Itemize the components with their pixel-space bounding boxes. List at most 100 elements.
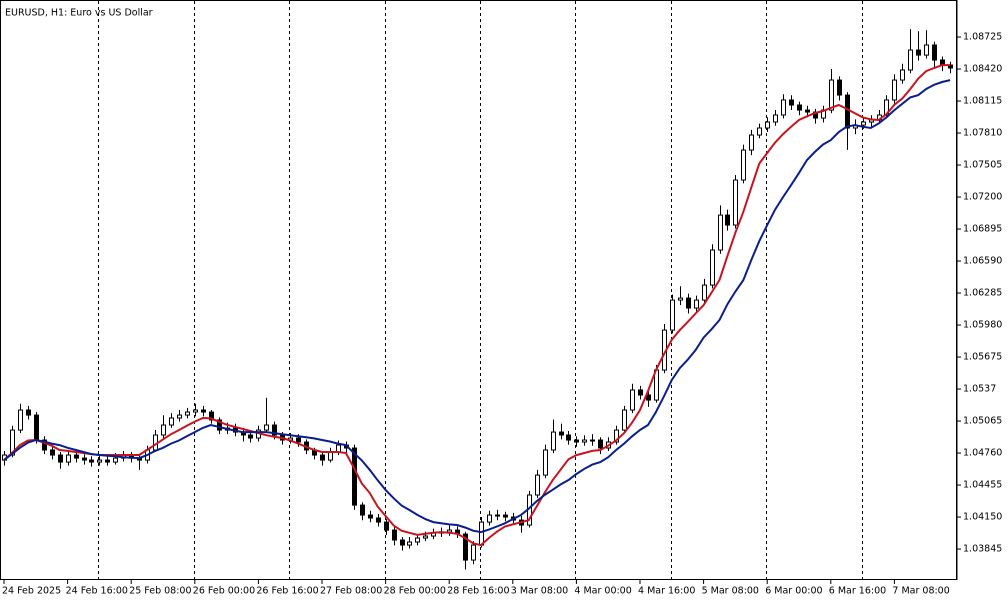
y-tick-label: 1.06285 bbox=[963, 288, 1002, 299]
candle-body bbox=[757, 127, 762, 136]
plot-frame bbox=[0, 0, 957, 580]
y-tick-label: 1.0537 bbox=[963, 384, 996, 395]
candle-body bbox=[42, 439, 47, 451]
candle-body bbox=[598, 439, 603, 449]
candle-body bbox=[741, 149, 746, 181]
candle-body bbox=[948, 64, 953, 69]
x-tick-label: 28 Feb 00:00 bbox=[384, 586, 446, 597]
candle-body bbox=[400, 539, 405, 546]
candle-body bbox=[463, 533, 468, 561]
y-tick-label: 1.03845 bbox=[963, 544, 1002, 555]
candle-body bbox=[89, 459, 94, 463]
y-tick-label: 1.04150 bbox=[963, 512, 1002, 523]
candle-body bbox=[773, 114, 778, 123]
candle-body bbox=[702, 284, 707, 301]
y-tick-label: 1.05980 bbox=[963, 320, 1002, 331]
x-tick-label: 28 Feb 16:00 bbox=[447, 586, 509, 597]
candle-body bbox=[113, 457, 118, 463]
candle-body bbox=[161, 424, 166, 436]
candle-body bbox=[272, 424, 277, 436]
candle-body bbox=[105, 459, 110, 463]
candle-body bbox=[320, 454, 325, 461]
y-tick-label: 1.04455 bbox=[963, 480, 1002, 491]
x-tick-label: 5 Mar 08:00 bbox=[702, 586, 759, 597]
x-tick-label: 24 Feb 2025 bbox=[2, 586, 61, 597]
candle-body bbox=[384, 521, 389, 531]
candle-body bbox=[26, 409, 31, 416]
candle-body bbox=[797, 104, 802, 111]
candle-body bbox=[248, 434, 253, 439]
y-tick-label: 1.07505 bbox=[963, 160, 1002, 171]
y-tick-label: 1.08420 bbox=[963, 64, 1002, 75]
x-tick-label: 26 Feb 16:00 bbox=[256, 586, 318, 597]
candle-body bbox=[177, 414, 182, 419]
candle-body bbox=[495, 514, 500, 517]
candle-body bbox=[392, 529, 397, 541]
candle-body bbox=[415, 537, 420, 543]
x-tick-label: 6 Mar 16:00 bbox=[829, 586, 886, 597]
y-tick-label: 1.04760 bbox=[963, 448, 1002, 459]
candle-body bbox=[908, 49, 913, 71]
candle-body bbox=[471, 544, 476, 561]
y-tick-label: 1.08115 bbox=[963, 96, 1002, 107]
chart-title: EURUSD, H1: Euro vs US Dollar bbox=[5, 8, 153, 19]
candle-body bbox=[264, 424, 269, 431]
candle-body bbox=[718, 214, 723, 251]
candle-body bbox=[201, 409, 206, 413]
y-tick-label: 1.08725 bbox=[963, 32, 1002, 43]
candle-body bbox=[638, 389, 643, 396]
candle-body bbox=[10, 429, 15, 456]
x-tick-label: 27 Feb 08:00 bbox=[320, 586, 382, 597]
candle-body bbox=[622, 409, 627, 431]
x-tick-label: 7 Mar 08:00 bbox=[892, 586, 949, 597]
candle-body bbox=[924, 44, 929, 56]
candle-body bbox=[845, 94, 850, 129]
x-tick-label: 24 Feb 16:00 bbox=[66, 586, 128, 597]
candle-body bbox=[686, 297, 691, 309]
candle-body bbox=[710, 249, 715, 286]
candle-body bbox=[336, 444, 341, 453]
candle-body bbox=[670, 299, 675, 331]
x-tick-label: 25 Feb 08:00 bbox=[129, 586, 191, 597]
candle-body bbox=[781, 99, 786, 116]
candle-body bbox=[97, 459, 102, 463]
candle-body bbox=[169, 417, 174, 426]
moving-average-line bbox=[3, 64, 951, 547]
x-tick-label: 6 Mar 00:00 bbox=[765, 586, 822, 597]
candle-body bbox=[590, 439, 595, 442]
moving-average-line bbox=[3, 79, 951, 534]
candle-body bbox=[733, 179, 738, 226]
candle-body bbox=[34, 414, 39, 441]
candle-body bbox=[543, 449, 548, 476]
candle-body bbox=[900, 69, 905, 81]
candle-body bbox=[360, 504, 365, 516]
candle-body bbox=[368, 514, 373, 519]
x-tick-label: 4 Mar 00:00 bbox=[574, 586, 631, 597]
candle-body bbox=[892, 79, 897, 101]
candle-body bbox=[749, 134, 754, 151]
candle-body bbox=[18, 409, 23, 431]
candle-body bbox=[185, 411, 190, 416]
candle-body bbox=[66, 454, 71, 463]
candle-body bbox=[503, 514, 508, 518]
candle-body bbox=[574, 439, 579, 443]
candle-body bbox=[646, 394, 651, 401]
candle-body bbox=[789, 99, 794, 106]
y-tick-label: 1.06895 bbox=[963, 224, 1002, 235]
y-tick-label: 1.05675 bbox=[963, 352, 1002, 363]
candle-body bbox=[352, 447, 357, 506]
candle-body bbox=[551, 431, 556, 451]
candle-body bbox=[82, 457, 87, 461]
candle-body bbox=[209, 411, 214, 421]
candle-body bbox=[535, 474, 540, 496]
x-tick-label: 3 Mar 08:00 bbox=[511, 586, 568, 597]
candle-body bbox=[725, 214, 730, 226]
candle-body bbox=[630, 389, 635, 411]
candle-body bbox=[829, 79, 834, 111]
candle-body bbox=[74, 454, 79, 459]
y-tick-label: 1.06590 bbox=[963, 256, 1002, 267]
candle-body bbox=[805, 109, 810, 113]
candle-body bbox=[932, 44, 937, 61]
y-tick-label: 1.07810 bbox=[963, 128, 1002, 139]
